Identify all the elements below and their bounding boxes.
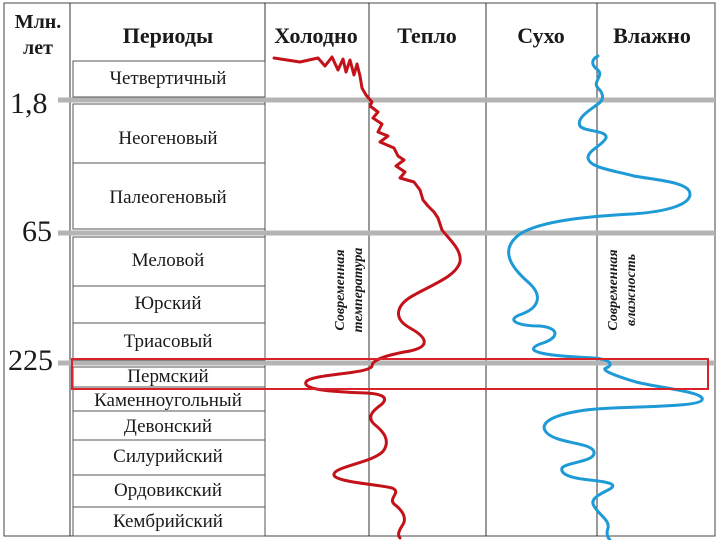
period-cell (72, 506, 266, 537)
period-label: Каменноугольный (94, 390, 242, 411)
period-label: Триасовый (124, 331, 213, 352)
period-label: Палеогеновый (109, 187, 226, 208)
period-column (72, 60, 266, 537)
era-boundary-lines (58, 97, 715, 366)
period-label: Меловой (132, 250, 205, 271)
permian-highlight-box (71, 358, 709, 390)
period-label: Ордовикский (114, 480, 222, 501)
diagram-frame (3, 2, 716, 537)
header-age-line1: Млн. (15, 11, 62, 33)
header-warm: Тепло (397, 23, 457, 48)
period-label: Неогеновый (118, 128, 217, 149)
header-wet: Влажно (613, 23, 691, 48)
humidity-curve (507, 54, 704, 540)
header-cold: Холодно (274, 23, 357, 48)
age-marker: 65 (22, 215, 52, 248)
age-marker: 225 (8, 344, 53, 377)
modern-temperature-label-line1: Современная (333, 249, 348, 330)
temperature-curve (272, 55, 462, 540)
period-label: Пермский (127, 366, 208, 387)
header-dry: Сухо (517, 23, 565, 48)
period-label: Девонский (124, 416, 212, 437)
modern-humidity-label-line1: Современная (606, 249, 621, 330)
header-age-line2: лет (23, 37, 53, 59)
period-label: Силурийский (113, 446, 223, 467)
period-label: Кембрийский (113, 511, 223, 532)
modern-temperature-label-line2: температура (351, 248, 366, 333)
period-cell (72, 162, 266, 230)
header-periods: Периоды (123, 23, 213, 48)
period-cell (72, 60, 266, 98)
period-label: Четвертичный (110, 68, 227, 89)
age-marker: 1,8 (10, 87, 48, 120)
modern-humidity-label-line2: влажность (624, 254, 639, 326)
period-label: Юрский (134, 293, 201, 314)
